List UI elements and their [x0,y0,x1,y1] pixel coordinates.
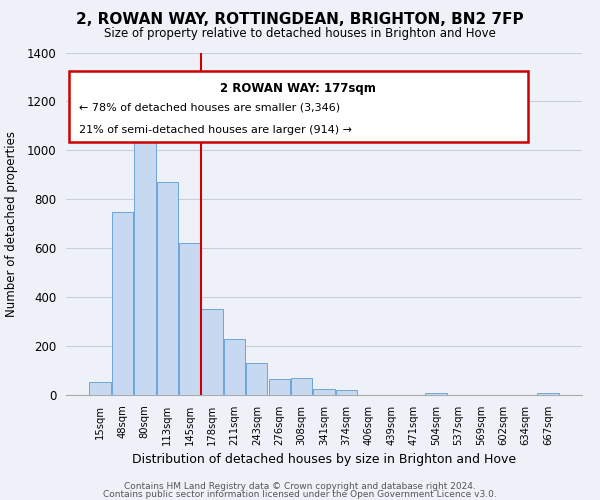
Bar [157,182,178,395]
Text: 21% of semi-detached houses are larger (914) →: 21% of semi-detached houses are larger (… [79,125,352,135]
Bar [134,127,155,395]
Text: Contains public sector information licensed under the Open Government Licence v3: Contains public sector information licen… [103,490,497,499]
Bar [112,212,133,395]
Bar [313,389,335,395]
Text: Size of property relative to detached houses in Brighton and Hove: Size of property relative to detached ho… [104,27,496,40]
Bar [202,310,223,395]
Bar [246,363,268,395]
Bar [269,379,290,395]
Bar [425,392,446,395]
Y-axis label: Number of detached properties: Number of detached properties [5,130,18,317]
Bar [224,338,245,395]
Text: Contains HM Land Registry data © Crown copyright and database right 2024.: Contains HM Land Registry data © Crown c… [124,482,476,491]
Text: 2, ROWAN WAY, ROTTINGDEAN, BRIGHTON, BN2 7FP: 2, ROWAN WAY, ROTTINGDEAN, BRIGHTON, BN2… [76,12,524,28]
Text: ← 78% of detached houses are smaller (3,346): ← 78% of detached houses are smaller (3,… [79,103,340,113]
Bar [179,244,200,395]
Bar [89,382,111,395]
Bar [291,378,312,395]
FancyBboxPatch shape [68,72,528,142]
Text: 2 ROWAN WAY: 177sqm: 2 ROWAN WAY: 177sqm [220,82,376,94]
Bar [336,390,357,395]
Bar [537,392,559,395]
X-axis label: Distribution of detached houses by size in Brighton and Hove: Distribution of detached houses by size … [132,454,516,466]
